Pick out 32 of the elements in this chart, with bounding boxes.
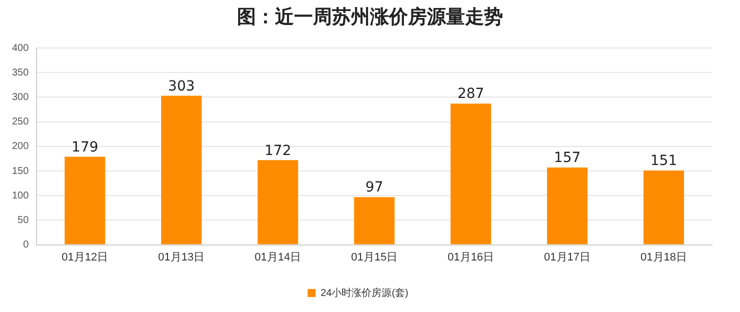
data-label: 97	[365, 180, 384, 196]
y-tick-label: 150	[12, 166, 30, 177]
x-tick-label: 01月14日	[254, 251, 302, 264]
bar	[354, 197, 395, 244]
y-tick-label: 100	[12, 190, 30, 202]
chart-title: 图：近一周苏州涨价房源量走势	[236, 5, 504, 30]
bar	[64, 156, 106, 244]
bar	[258, 160, 298, 244]
bar	[161, 96, 202, 244]
y-tick-label: 250	[12, 116, 30, 128]
x-tick-label: 01月12日	[62, 251, 108, 264]
bar	[547, 168, 588, 244]
data-label: 172	[264, 142, 292, 159]
y-tick-label: 300	[12, 92, 30, 103]
x-tick-label: 01月16日	[448, 251, 494, 264]
y-tick-label: 400	[12, 42, 30, 54]
x-tick-label: 01月17日	[544, 251, 591, 264]
y-tick-label: 350	[12, 67, 30, 78]
data-label: 157	[554, 150, 581, 166]
y-tick-label: 0	[23, 240, 30, 251]
data-label: 179	[72, 139, 98, 156]
bar	[644, 170, 684, 244]
data-label: 287	[457, 86, 484, 102]
y-tick-label: 50	[18, 214, 30, 226]
data-label: 303	[168, 78, 195, 94]
x-tick-label: 01月15日	[351, 251, 398, 264]
legend-label: 24小时涨价房源(套)	[320, 286, 408, 299]
bar	[450, 104, 492, 244]
x-tick-label: 01月18日	[640, 251, 688, 264]
y-tick-label: 200	[12, 141, 30, 152]
x-tick-label: 01月13日	[158, 251, 205, 264]
data-label: 151	[650, 153, 678, 170]
